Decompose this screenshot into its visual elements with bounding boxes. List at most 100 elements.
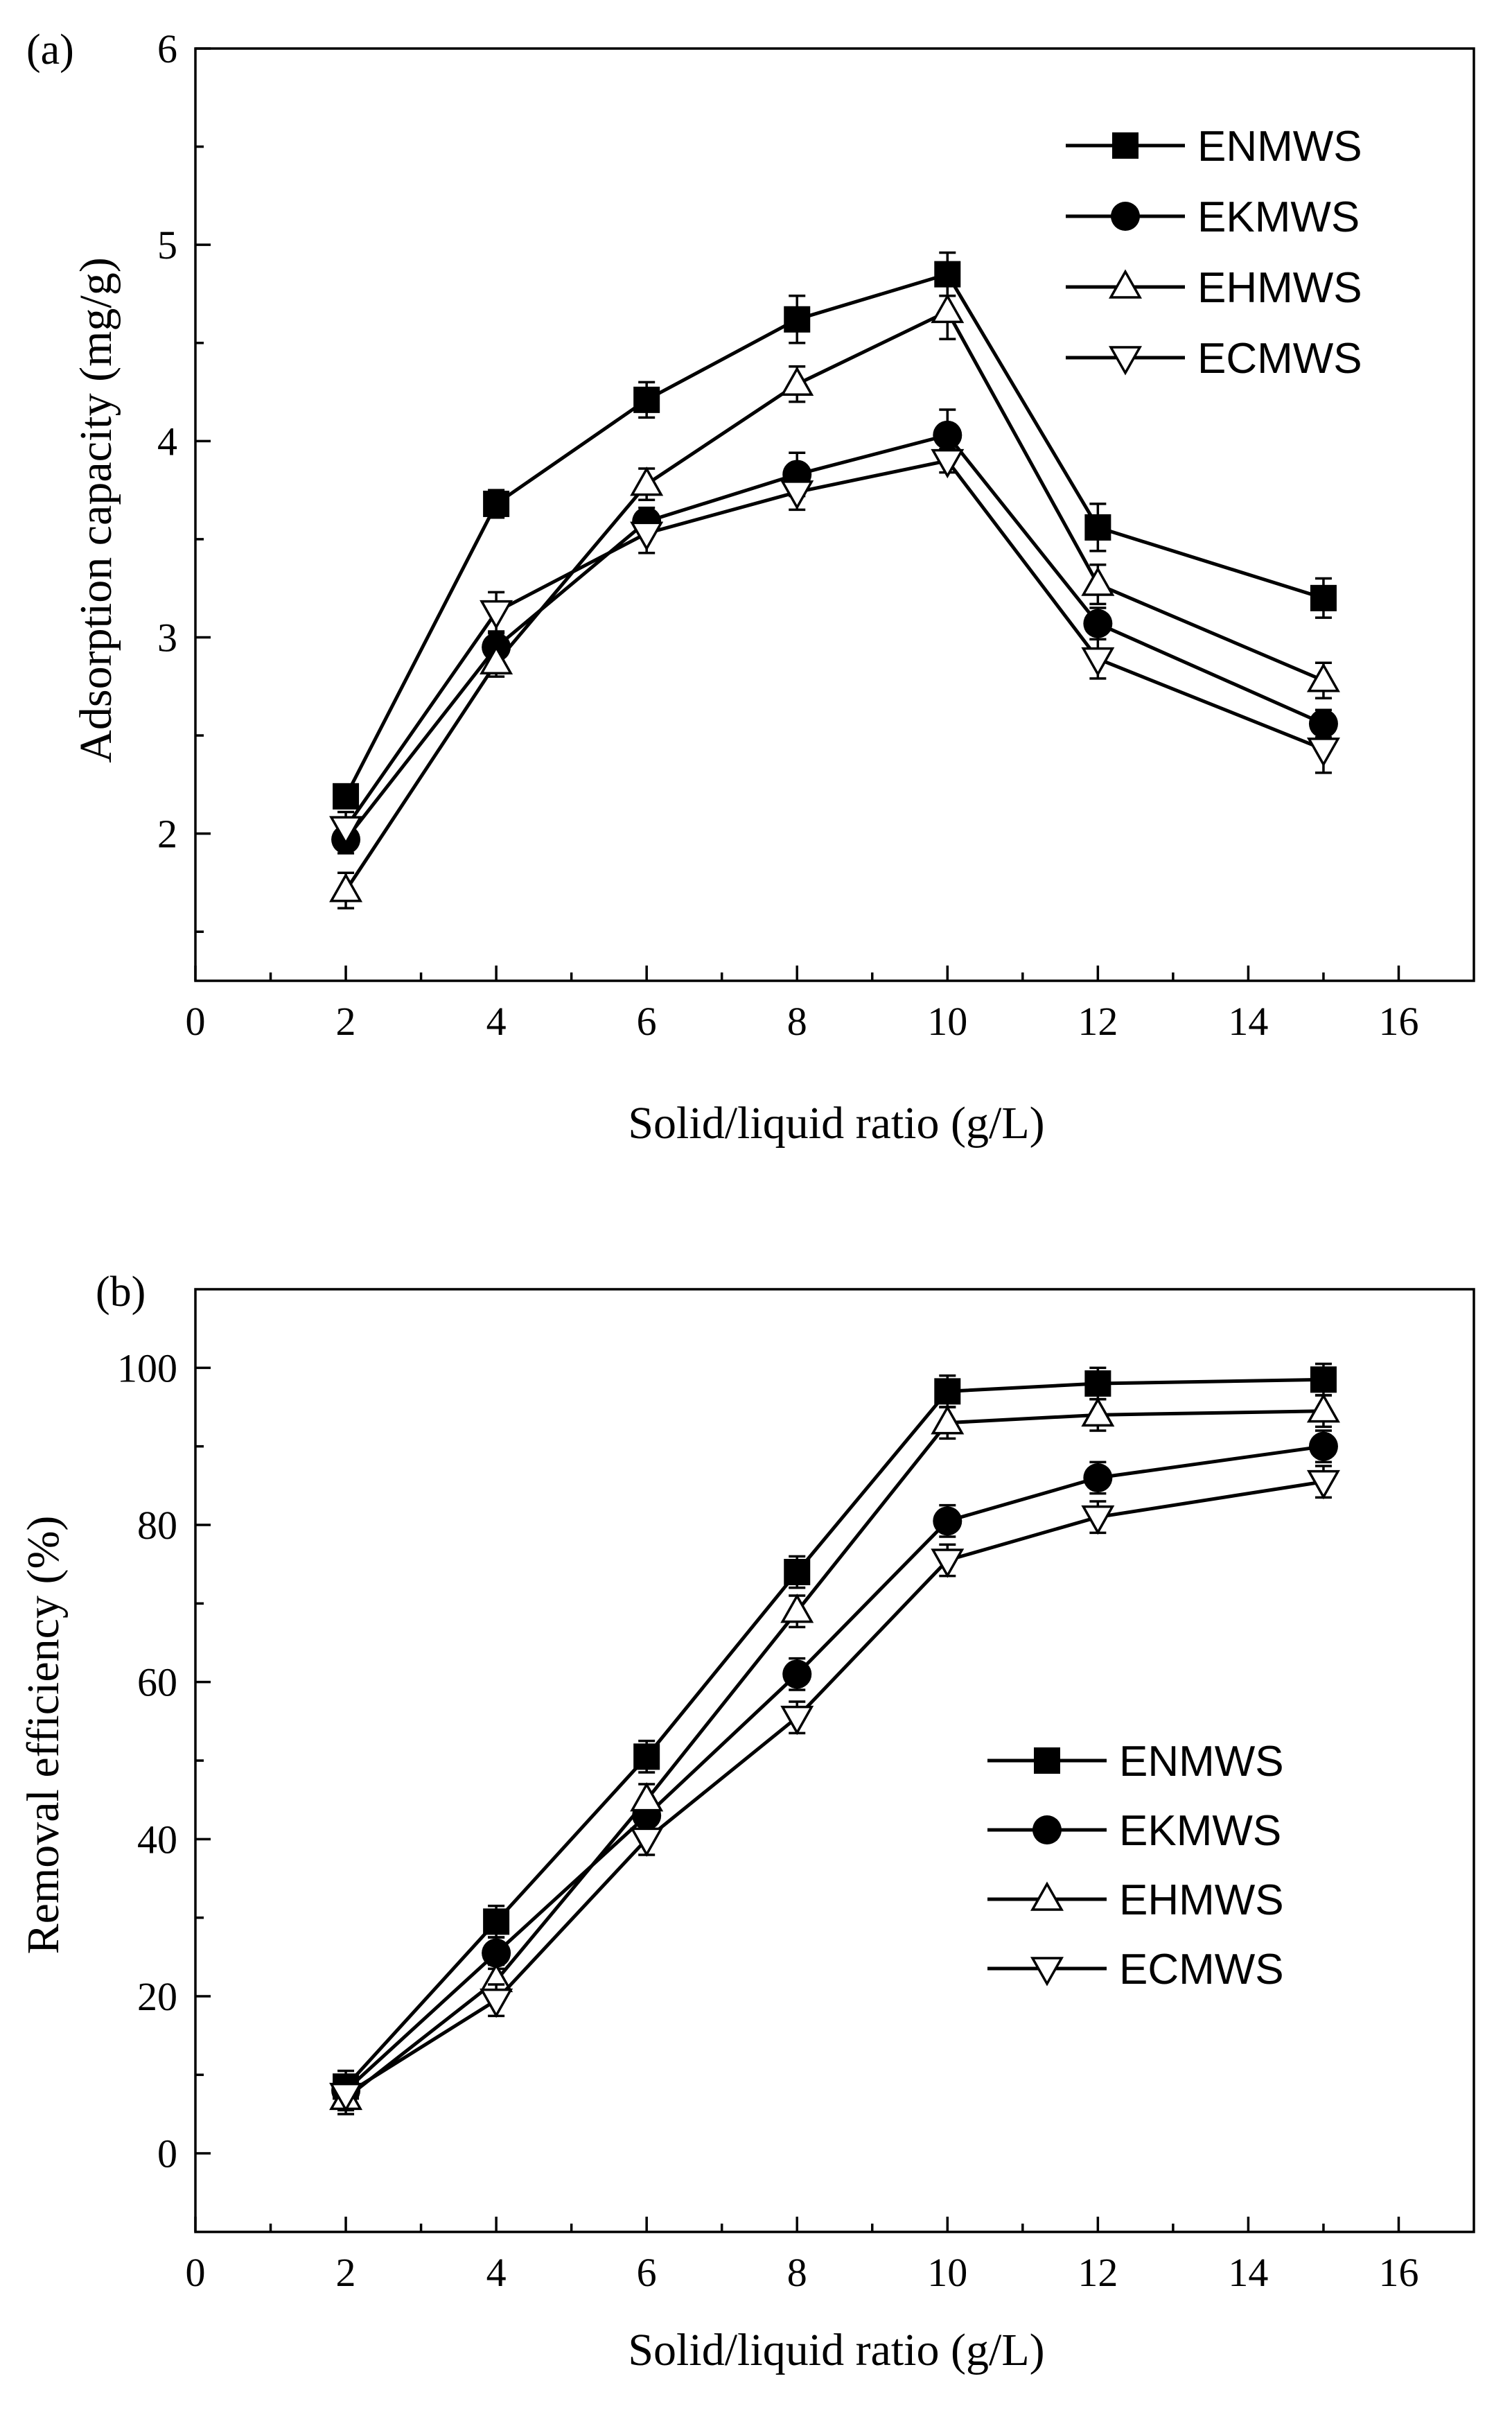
panel-a-x-tick-label: 2	[336, 999, 356, 1044]
panel-b-y-axis-title: Removal efficiency (%)	[18, 1516, 69, 1955]
panel-a-series-ecmws-point	[630, 521, 664, 551]
panel-b-legend-marker	[1032, 1815, 1062, 1844]
panel-a-legend-item-ecmws: ECMWS	[1066, 335, 1362, 383]
panel-b-x-tick-label: 14	[1228, 2250, 1268, 2295]
panel-a-series-ehmws-point	[329, 873, 363, 902]
panel-a-x-tick-label: 0	[186, 999, 206, 1044]
panel-b-series-ecmws-point	[780, 1705, 814, 1736]
panel-b-legend-label: EKMWS	[1119, 1807, 1281, 1855]
panel-a-y-tick-label: 4	[157, 419, 177, 464]
panel-a-series-enmws-point	[1084, 514, 1111, 541]
panel-b-series-ecmws-point	[931, 1548, 965, 1578]
panel-b-series-ekmws-point	[1308, 1431, 1338, 1461]
panel-a-y-tick-label: 2	[157, 812, 177, 857]
panel-a-series-ecmws-point	[780, 480, 814, 510]
panel-b-series-enmws-point	[1084, 1370, 1111, 1397]
panel-b-series-ekmws-point	[933, 1506, 962, 1536]
panel-b-series-enmws-point	[784, 1559, 811, 1585]
panel-a-series-ecmws	[329, 447, 1340, 846]
panel-b-legend-label: ECMWS	[1119, 1946, 1284, 1993]
panel-a-series-enmws-point	[784, 306, 811, 333]
panel-a-series-ekmws-point	[933, 420, 962, 450]
panel-b-series-ehmws-point	[780, 1594, 814, 1623]
panel-b-x-tick-label: 4	[486, 2250, 507, 2295]
panel-b-legend-label: ENMWS	[1119, 1738, 1284, 1786]
panel-a-legend-marker	[1112, 132, 1139, 159]
panel-a-x-tick-label: 4	[486, 999, 507, 1044]
panel-b-legend-marker	[1030, 1881, 1064, 1911]
panel-a-legend-item-enmws: ENMWS	[1066, 123, 1362, 171]
panel-a-legend-label: EHMWS	[1197, 264, 1362, 312]
panel-a-x-tick-label: 16	[1378, 999, 1418, 1044]
panel-b-legend-item-ehmws: EHMWS	[987, 1876, 1284, 1924]
panel-a-series-ehmws-point	[1081, 566, 1115, 596]
panel-b-series-enmws-point	[483, 1908, 510, 1935]
panel-b-x-axis-title: Solid/liquid ratio (g/L)	[628, 2325, 1044, 2375]
panel-b-series-ecmws-point	[630, 1827, 664, 1857]
panel-a-legend-label: ENMWS	[1197, 123, 1362, 171]
panel-a-series-ecmws-point	[1306, 738, 1340, 767]
panel-a-legend-item-ekmws: EKMWS	[1066, 193, 1360, 241]
panel-a: (a) Adsorption capacity (mg/g) Solid/liq…	[26, 26, 1475, 1149]
panel-a-series-enmws-point	[483, 490, 510, 517]
panel-a-legend-marker	[1108, 269, 1143, 299]
panel-b-series-ecmws-point	[329, 2082, 363, 2113]
panel-b-legend-item-ekmws: EKMWS	[987, 1807, 1281, 1855]
panel-b-series-ehmws-point	[931, 1405, 965, 1435]
panel-a-label: (a)	[26, 26, 74, 73]
panel-a-series-ecmws-point	[480, 600, 513, 630]
panel-b-legend-item-ecmws: ECMWS	[987, 1946, 1284, 1993]
panel-b-y-tick-label: 0	[157, 2131, 177, 2176]
panel-b-x-tick-label: 2	[336, 2250, 356, 2295]
panel-b-series-ecmws	[329, 1465, 1340, 2113]
panel-b-legend: ENMWS EKMWS EHMWS ECMWS	[987, 1738, 1284, 1993]
panel-a-x-tick-label: 10	[927, 999, 967, 1044]
panel-a-y-tick-label: 3	[157, 615, 177, 660]
panel-a-legend-marker	[1111, 202, 1140, 231]
panel-a-series-ekmws-point	[1083, 609, 1113, 638]
panel-a-series-enmws-point	[1310, 584, 1337, 611]
panel-a-series-ehmws-point	[630, 466, 664, 496]
panel-a-series-ehmws-point	[931, 293, 965, 324]
panel-b: (b) Removal efficiency (%) Solid/liquid …	[18, 1268, 1475, 2375]
panel-a-y-tick-label: 6	[157, 26, 177, 71]
panel-b-label: (b)	[96, 1268, 146, 1316]
panel-b-legend-item-enmws: ENMWS	[987, 1738, 1284, 1786]
panel-b-y-tick-label: 60	[137, 1660, 177, 1705]
panel-b-series-ehmws-point	[1306, 1393, 1340, 1423]
panel-a-series-ecmws-point	[931, 448, 965, 479]
panel-a-legend-label: EKMWS	[1197, 193, 1360, 241]
panel-a-series-ehmws-point	[1306, 663, 1340, 692]
panel-a-series-enmws-point	[633, 386, 660, 413]
panel-b-series-ekmws-point	[482, 1938, 511, 1968]
panel-b-x-tick-label: 6	[637, 2250, 657, 2295]
panel-a-series-ecmws-point	[1081, 647, 1115, 677]
panel-a-series-ekmws-point	[1308, 709, 1338, 739]
panel-b-series-enmws-point	[934, 1378, 961, 1405]
panel-a-x-tick-label: 6	[637, 999, 657, 1044]
panel-b-y-tick-label: 40	[137, 1817, 177, 1862]
panel-a-series-ehmws	[329, 283, 1340, 909]
panel-a-series-enmws-point	[333, 783, 360, 810]
panel-b-series-ehmws-point	[630, 1782, 664, 1812]
panel-a-x-tick-label: 8	[787, 999, 807, 1044]
panel-a-series-ecmws-point	[329, 816, 363, 846]
panel-b-series-ekmws-point	[1083, 1463, 1113, 1492]
panel-b-x-tick-label: 16	[1378, 2250, 1418, 2295]
panel-b-series-enmws-point	[1310, 1366, 1337, 1393]
panel-b-legend-marker	[1034, 1747, 1060, 1774]
panel-b-y-tick-label: 80	[137, 1503, 177, 1548]
panel-a-series-ehmws-point	[480, 645, 513, 675]
panel-b-legend-label: EHMWS	[1119, 1876, 1284, 1924]
panel-b-series-enmws-point	[633, 1743, 660, 1770]
panel-b-series-ehmws-point	[1081, 1397, 1115, 1427]
panel-a-y-tick-label: 5	[157, 222, 177, 268]
panel-a-y-axis-title: Adsorption capacity (mg/g)	[71, 257, 121, 762]
panel-a-series-enmws	[333, 251, 1337, 810]
panel-a-legend-label: ECMWS	[1197, 335, 1362, 383]
panel-b-series-ecmws-point	[1306, 1469, 1340, 1500]
panel-a-series-ehmws-point	[780, 366, 814, 396]
panel-a-x-tick-label: 12	[1078, 999, 1118, 1044]
panel-b-legend-marker	[1030, 1957, 1064, 1987]
panel-b-x-tick-label: 12	[1078, 2250, 1118, 2295]
